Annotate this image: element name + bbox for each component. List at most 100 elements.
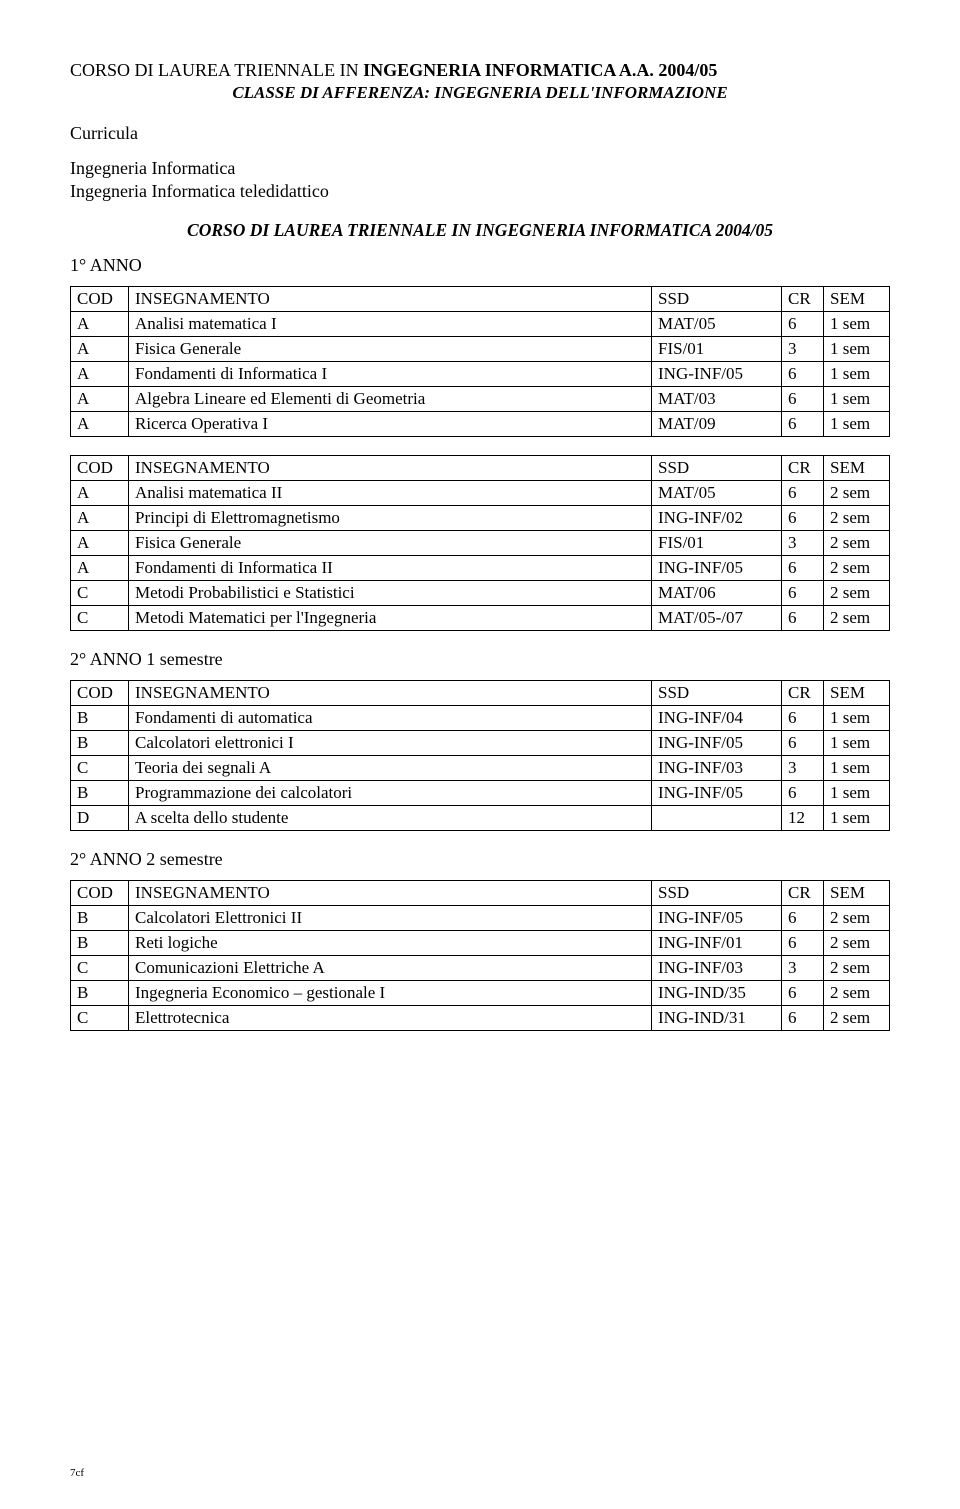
th-sem: SEM [824,456,890,481]
cell-ins: Principi di Elettromagnetismo [129,506,652,531]
year2s2-label: 2° ANNO 2 semestre [70,849,890,870]
cell-sem: 2 sem [824,556,890,581]
cell-ssd: MAT/05 [652,481,782,506]
cell-ins: A scelta dello studente [129,806,652,831]
cell-cod: A [71,506,129,531]
cell-ssd: MAT/05-/07 [652,606,782,631]
cell-cod: B [71,931,129,956]
cell-ins: Comunicazioni Elettriche A [129,956,652,981]
cell-cr: 6 [782,981,824,1006]
curricula-item: Ingegneria Informatica [70,158,890,179]
cell-cod: C [71,581,129,606]
cell-cod: A [71,362,129,387]
cell-cr: 12 [782,806,824,831]
title-bold: INGEGNERIA INFORMATICA A.A. 2004/05 [363,60,717,80]
cell-ssd: ING-INF/05 [652,731,782,756]
cell-cr: 6 [782,781,824,806]
cell-cod: B [71,706,129,731]
cell-ins: Analisi matematica I [129,312,652,337]
table-row: CMetodi Matematici per l'IngegneriaMAT/0… [71,606,890,631]
cell-cod: C [71,606,129,631]
th-ins: INSEGNAMENTO [129,881,652,906]
table-row: CTeoria dei segnali AING-INF/0331 sem [71,756,890,781]
curricula-heading: Curricula [70,123,890,144]
cell-ins: Calcolatori Elettronici II [129,906,652,931]
th-cr: CR [782,456,824,481]
cell-ins: Teoria dei segnali A [129,756,652,781]
table-row: AAnalisi matematica IMAT/0561 sem [71,312,890,337]
th-ssd: SSD [652,881,782,906]
cell-cod: A [71,312,129,337]
table-row: ARicerca Operativa IMAT/0961 sem [71,412,890,437]
cell-ssd: ING-IND/31 [652,1006,782,1031]
table-row: APrincipi di ElettromagnetismoING-INF/02… [71,506,890,531]
cell-cr: 6 [782,412,824,437]
table-row: CComunicazioni Elettriche AING-INF/0332 … [71,956,890,981]
cell-ssd: ING-INF/03 [652,956,782,981]
cell-cr: 6 [782,581,824,606]
cell-ins: Algebra Lineare ed Elementi di Geometria [129,387,652,412]
table-year2-sem1: COD INSEGNAMENTO SSD CR SEM BFondamenti … [70,680,890,831]
th-cr: CR [782,287,824,312]
table-year2-sem2: COD INSEGNAMENTO SSD CR SEM BCalcolatori… [70,880,890,1031]
cell-sem: 2 sem [824,906,890,931]
cell-sem: 2 sem [824,1006,890,1031]
th-cod: COD [71,287,129,312]
cell-sem: 1 sem [824,387,890,412]
cell-cr: 6 [782,1006,824,1031]
cell-cr: 6 [782,906,824,931]
cell-ins: Fondamenti di automatica [129,706,652,731]
cell-cod: B [71,981,129,1006]
year1-label: 1° ANNO [70,255,890,276]
th-ssd: SSD [652,287,782,312]
cell-cr: 6 [782,312,824,337]
cell-cod: C [71,956,129,981]
table-header-row: COD INSEGNAMENTO SSD CR SEM [71,456,890,481]
cell-sem: 1 sem [824,781,890,806]
cell-cr: 6 [782,481,824,506]
cell-cod: C [71,1006,129,1031]
cell-sem: 2 sem [824,481,890,506]
cell-ssd: ING-INF/05 [652,556,782,581]
cell-ins: Fondamenti di Informatica I [129,362,652,387]
cell-ins: Programmazione dei calcolatori [129,781,652,806]
th-cod: COD [71,456,129,481]
cell-sem: 2 sem [824,581,890,606]
th-sem: SEM [824,881,890,906]
cell-ins: Metodi Matematici per l'Ingegneria [129,606,652,631]
cell-sem: 2 sem [824,506,890,531]
page-title-line2: CLASSE DI AFFERENZA: INGEGNERIA DELL'INF… [70,83,890,103]
cell-ins: Reti logiche [129,931,652,956]
table-header-row: COD INSEGNAMENTO SSD CR SEM [71,881,890,906]
cell-cod: A [71,387,129,412]
cell-ins: Fondamenti di Informatica II [129,556,652,581]
th-ins: INSEGNAMENTO [129,287,652,312]
cell-sem: 1 sem [824,756,890,781]
cell-cr: 3 [782,337,824,362]
page-footer: 7cf [70,1467,84,1479]
table-row: AFondamenti di Informatica IING-INF/0561… [71,362,890,387]
th-sem: SEM [824,681,890,706]
cell-cod: A [71,481,129,506]
th-sem: SEM [824,287,890,312]
course-subtitle: CORSO DI LAUREA TRIENNALE IN INGEGNERIA … [70,220,890,241]
cell-ins: Metodi Probabilistici e Statistici [129,581,652,606]
cell-cod: A [71,531,129,556]
cell-ssd: ING-INF/05 [652,362,782,387]
cell-cod: A [71,412,129,437]
table-row: BCalcolatori Elettronici IIING-INF/0562 … [71,906,890,931]
th-cr: CR [782,681,824,706]
table-header-row: COD INSEGNAMENTO SSD CR SEM [71,681,890,706]
cell-ins: Ricerca Operativa I [129,412,652,437]
cell-ins: Analisi matematica II [129,481,652,506]
cell-cod: B [71,781,129,806]
cell-ssd: ING-INF/05 [652,781,782,806]
cell-sem: 2 sem [824,956,890,981]
table-row: BProgrammazione dei calcolatoriING-INF/0… [71,781,890,806]
table-header-row: COD INSEGNAMENTO SSD CR SEM [71,287,890,312]
table-row: CElettrotecnicaING-IND/3162 sem [71,1006,890,1031]
cell-ssd: MAT/03 [652,387,782,412]
cell-sem: 1 sem [824,337,890,362]
cell-cr: 6 [782,362,824,387]
cell-ssd: MAT/06 [652,581,782,606]
